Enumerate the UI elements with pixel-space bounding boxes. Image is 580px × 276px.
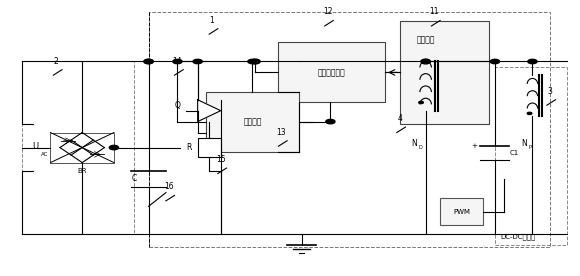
Text: 14: 14 bbox=[173, 57, 182, 66]
Circle shape bbox=[109, 145, 118, 150]
Text: 整流滤波限幅: 整流滤波限幅 bbox=[318, 68, 346, 77]
Text: 11: 11 bbox=[430, 7, 439, 16]
Circle shape bbox=[528, 59, 537, 64]
Text: U: U bbox=[32, 142, 38, 151]
Text: C1: C1 bbox=[509, 150, 519, 156]
Text: N: N bbox=[411, 139, 417, 148]
Text: 供电组组: 供电组组 bbox=[416, 35, 435, 44]
Text: DC-DC变换器: DC-DC变换器 bbox=[501, 233, 535, 240]
Text: AC: AC bbox=[41, 152, 48, 157]
Bar bbox=[50, 132, 114, 163]
Text: N: N bbox=[521, 139, 527, 148]
Circle shape bbox=[144, 59, 153, 64]
Bar bbox=[198, 138, 221, 157]
Bar bbox=[21, 62, 134, 233]
Circle shape bbox=[527, 112, 532, 115]
Text: 4: 4 bbox=[397, 114, 402, 123]
Text: PWM: PWM bbox=[453, 209, 470, 215]
Bar bbox=[495, 67, 567, 245]
Text: P: P bbox=[529, 145, 531, 150]
Circle shape bbox=[326, 120, 335, 124]
Circle shape bbox=[251, 59, 260, 64]
Circle shape bbox=[419, 101, 423, 104]
Text: BR: BR bbox=[78, 168, 87, 174]
Circle shape bbox=[144, 59, 153, 64]
Polygon shape bbox=[198, 100, 221, 122]
Text: 2: 2 bbox=[54, 57, 59, 66]
Circle shape bbox=[193, 59, 202, 64]
Circle shape bbox=[421, 59, 430, 64]
Bar bbox=[400, 20, 489, 124]
Text: C: C bbox=[132, 174, 137, 184]
Circle shape bbox=[248, 59, 257, 64]
Text: R: R bbox=[187, 143, 192, 152]
Text: 1: 1 bbox=[210, 16, 215, 25]
Bar bbox=[278, 43, 385, 102]
Text: 13: 13 bbox=[277, 128, 286, 137]
Text: 3: 3 bbox=[548, 87, 552, 96]
Text: Q: Q bbox=[175, 101, 180, 110]
Bar bbox=[440, 198, 483, 225]
Circle shape bbox=[173, 59, 182, 64]
Circle shape bbox=[421, 59, 430, 64]
Circle shape bbox=[251, 59, 260, 64]
Text: 12: 12 bbox=[322, 7, 332, 16]
Text: +: + bbox=[472, 143, 478, 149]
Text: 15: 15 bbox=[216, 155, 226, 164]
Text: 16: 16 bbox=[164, 182, 173, 191]
Text: 断电写放: 断电写放 bbox=[243, 117, 262, 126]
Circle shape bbox=[490, 59, 499, 64]
Bar bbox=[148, 12, 550, 247]
Bar bbox=[206, 92, 299, 152]
Text: D: D bbox=[419, 145, 422, 150]
